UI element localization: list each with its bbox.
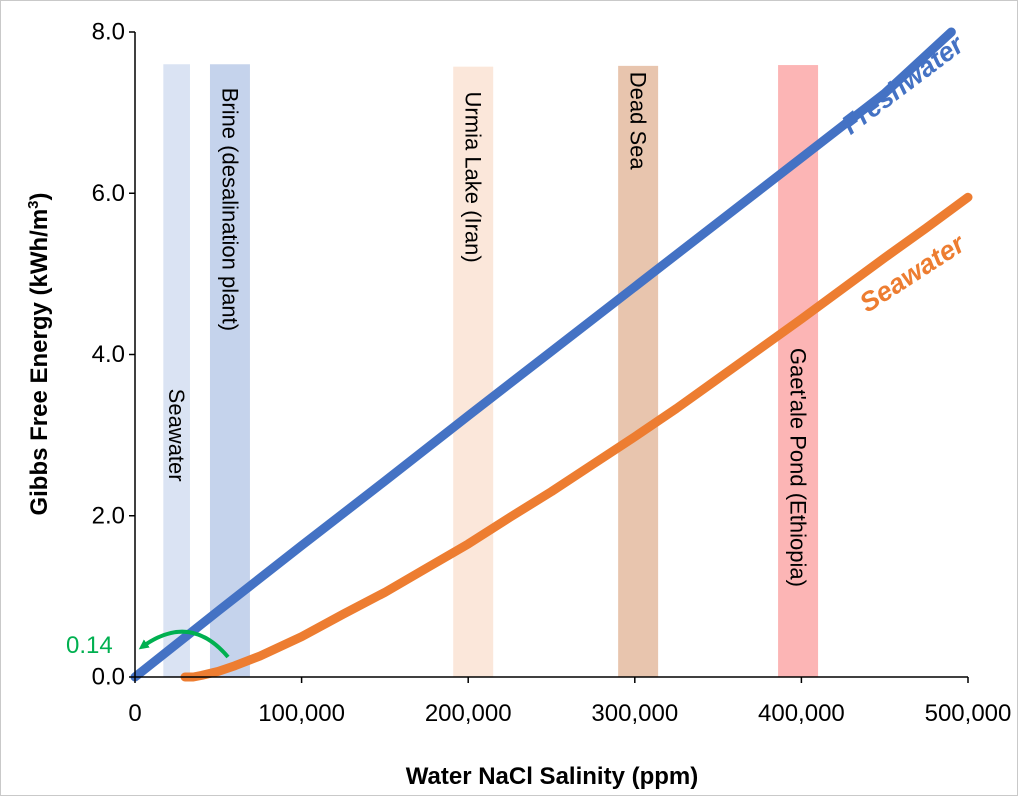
band-label-1: Brine (desalination plant) — [217, 88, 242, 331]
band-label-2: Urmia Lake (Iran) — [461, 92, 486, 263]
y-tick-label: 6.0 — [92, 180, 125, 207]
band-2 — [453, 66, 494, 677]
x-tick-label: 0 — [128, 700, 141, 727]
series-line-seawater — [180, 192, 973, 682]
band-label-0: Seawater — [164, 389, 189, 482]
x-axis-title: Water NaCl Salinity (ppm) — [406, 763, 698, 790]
band-label-4: Gaet'ale Pond (Ethiopia) — [786, 348, 811, 587]
band-label-3: Dead Sea — [626, 72, 651, 171]
y-tick-label: 8.0 — [92, 19, 125, 46]
y-tick-label: 2.0 — [92, 502, 125, 529]
band-0 — [163, 64, 190, 677]
band-1 — [209, 64, 250, 677]
series-line-freshwater — [130, 27, 956, 682]
x-tick-label: 400,000 — [758, 700, 845, 727]
x-tick-label: 500,000 — [925, 700, 1012, 727]
band-3 — [618, 65, 659, 678]
x-tick-label: 100,000 — [258, 700, 345, 727]
x-tick-label: 200,000 — [425, 700, 512, 727]
x-tick-label: 300,000 — [591, 700, 678, 727]
y-tick-label: 0.0 — [92, 664, 125, 691]
y-axis-title: Gibbs Free Energy (kWh/m3) — [25, 192, 53, 515]
annotation-arrow — [138, 629, 230, 659]
annotation-value: 0.14 — [66, 632, 113, 659]
y-tick-label: 4.0 — [92, 341, 125, 368]
series-label-freshwater: Freshwater — [836, 29, 970, 141]
